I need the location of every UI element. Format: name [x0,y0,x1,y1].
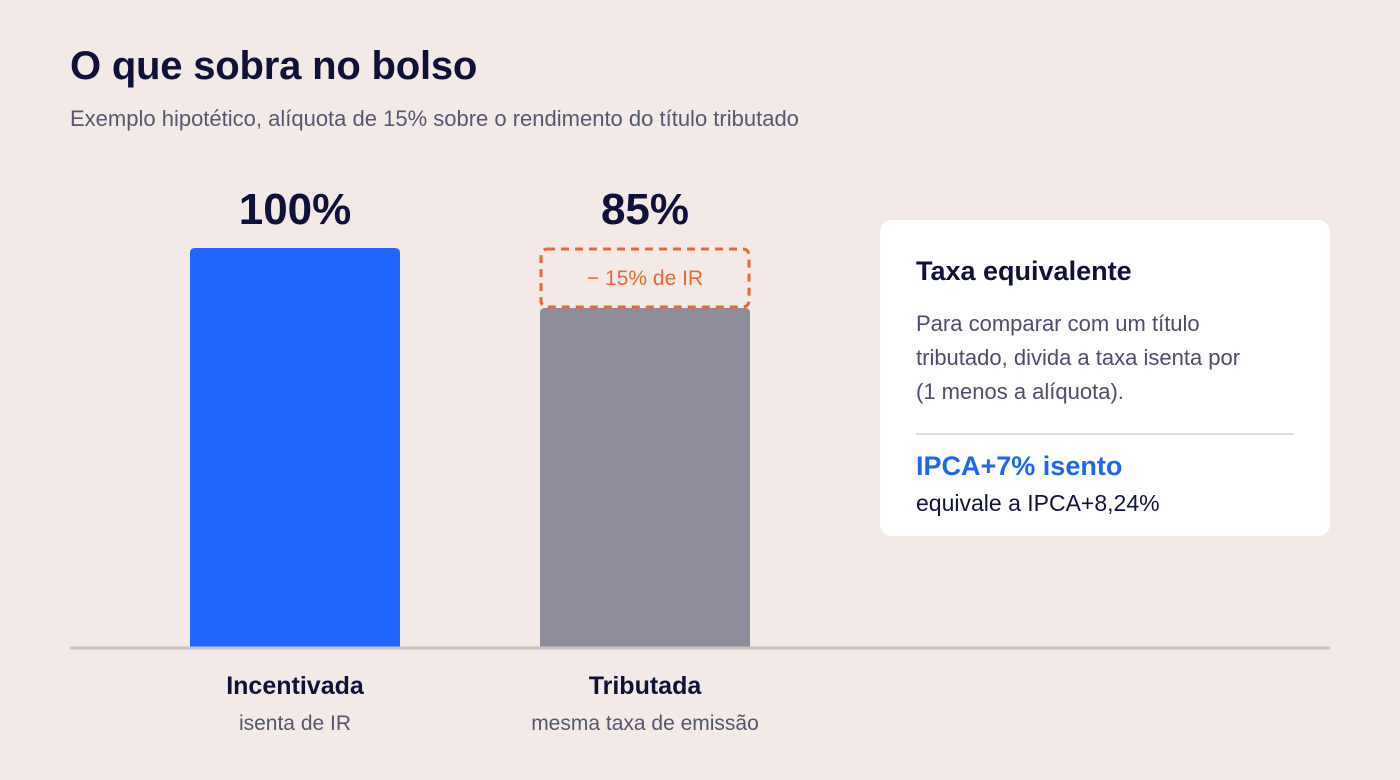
category-label-incentivada: Incentivada [226,672,365,700]
equivalent-rate-card: Taxa equivalente Para comparar com um tí… [880,220,1330,536]
card-divider [916,433,1294,435]
category-label-tributada: Tributada [589,672,703,700]
bar-tributada [540,308,750,648]
card-body: Para comparar com um título tributado, d… [916,311,1241,404]
tax-portion-box [539,247,751,309]
value-label-incentivada: 100% [239,185,352,234]
page-subtitle: Exemplo hipotético, alíquota de 15% sobr… [70,106,799,131]
category-note-incentivada: isenta de IR [239,712,351,735]
bar-incentivada [190,248,400,648]
card-note: equivale a IPCA+8,24% [916,490,1160,516]
value-label-tributada: 85% [601,185,689,234]
card-highlight: IPCA+7% isento [916,451,1123,481]
card-title: Taxa equivalente [916,256,1132,286]
page-title: O que sobra no bolso [70,44,478,88]
category-note-tributada: mesma taxa de emissão [531,712,759,735]
tax-portion-label: − 15% de IR [587,267,703,290]
